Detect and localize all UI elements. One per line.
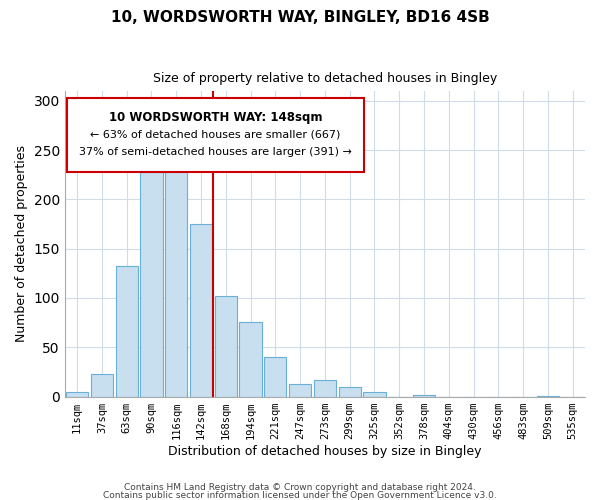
Text: 37% of semi-detached houses are larger (391) →: 37% of semi-detached houses are larger (… [79,148,352,158]
X-axis label: Distribution of detached houses by size in Bingley: Distribution of detached houses by size … [168,444,482,458]
Bar [264,357,286,397]
Bar [215,296,237,396]
Text: 10 WORDSWORTH WAY: 148sqm: 10 WORDSWORTH WAY: 148sqm [109,110,322,124]
Bar [116,266,138,396]
Bar [140,172,163,396]
Bar [289,384,311,396]
Text: Contains HM Land Registry data © Crown copyright and database right 2024.: Contains HM Land Registry data © Crown c… [124,483,476,492]
Text: ← 63% of detached houses are smaller (667): ← 63% of detached houses are smaller (66… [91,129,341,139]
Title: Size of property relative to detached houses in Bingley: Size of property relative to detached ho… [153,72,497,86]
Bar [165,154,187,396]
Bar [314,380,336,396]
Bar [413,394,435,396]
Text: Contains public sector information licensed under the Open Government Licence v3: Contains public sector information licen… [103,490,497,500]
FancyBboxPatch shape [67,98,364,172]
Bar [66,392,88,396]
Bar [338,386,361,396]
Bar [363,392,386,396]
Text: 10, WORDSWORTH WAY, BINGLEY, BD16 4SB: 10, WORDSWORTH WAY, BINGLEY, BD16 4SB [110,10,490,25]
Bar [190,224,212,396]
Bar [91,374,113,396]
Y-axis label: Number of detached properties: Number of detached properties [15,145,28,342]
Bar [239,322,262,396]
